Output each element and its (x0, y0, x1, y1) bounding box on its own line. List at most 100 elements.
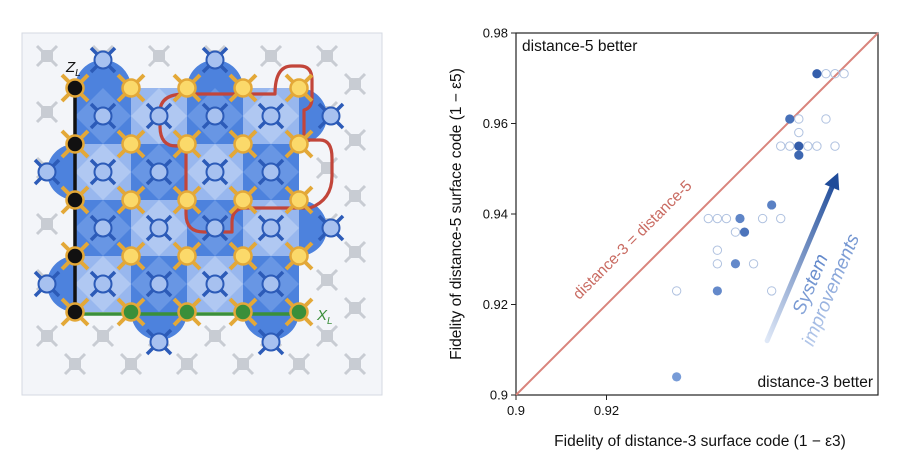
filled-data-point (767, 200, 777, 210)
open-data-point (821, 114, 831, 124)
open-data-point (757, 213, 768, 224)
boundary-stabilizer (243, 312, 299, 340)
inactive-qubit (147, 44, 171, 68)
y-axis-label: Fidelity of distance-5 surface code (1 −… (448, 68, 465, 360)
measure-qubit (201, 270, 229, 298)
measure-qubit (145, 270, 173, 298)
data-qubit (284, 129, 314, 159)
open-data-point (794, 114, 804, 124)
inactive-qubit (343, 128, 367, 152)
open-data-point (703, 213, 714, 224)
inactive-qubit (35, 100, 59, 124)
measure-qubit (201, 102, 229, 130)
top-left-annotation: distance-5 better (522, 38, 637, 55)
measure-qubit (145, 102, 173, 130)
data-qubit (116, 129, 146, 159)
y-axis-ticks: 0.9 0.92 0.94 0.96 0.98 (483, 26, 516, 403)
filled-data-point (785, 114, 795, 124)
open-data-point (712, 259, 723, 269)
x-tick-label: 0.92 (594, 403, 619, 418)
data-qubit (228, 73, 258, 103)
filled-points-series (672, 69, 822, 382)
inactive-qubit (315, 44, 339, 68)
data-qubit (116, 73, 146, 103)
boundary-stabilizer (75, 60, 131, 88)
data-qubit (172, 129, 202, 159)
boundary-measure-qubit (257, 328, 285, 356)
open-data-point (821, 69, 831, 79)
measure-qubit (89, 270, 117, 298)
filled-data-point (672, 372, 682, 382)
fidelity-scatter-chart: distance-3 = distance-5 System improveme… (448, 26, 879, 450)
measure-qubit (89, 214, 117, 242)
data-qubit (60, 129, 90, 159)
data-qubit (284, 73, 314, 103)
open-data-point (794, 127, 804, 138)
bottom-right-annotation: distance-3 better (758, 374, 873, 391)
inactive-qubit (315, 268, 339, 292)
x-axis-label: Fidelity of distance-3 surface code (1 −… (554, 433, 846, 450)
arrow-shaft (764, 177, 838, 344)
open-data-point (766, 286, 777, 296)
boundary-stabilizer (47, 144, 75, 200)
measure-qubit (257, 158, 285, 186)
arrow-head (824, 172, 840, 191)
open-points-series (671, 69, 849, 296)
measure-qubit (257, 214, 285, 242)
inactive-qubit (203, 324, 227, 348)
measure-qubit (89, 158, 117, 186)
open-data-point (812, 141, 822, 151)
open-data-point (712, 245, 723, 255)
data-qubit (228, 129, 258, 159)
data-qubit (228, 241, 258, 271)
y-tick-label: 0.96 (483, 116, 508, 131)
data-qubit (172, 185, 202, 215)
data-qubit (116, 185, 146, 215)
measure-qubits (33, 46, 345, 356)
boundary-measure-qubit (33, 270, 61, 298)
inactive-qubit (343, 296, 367, 320)
inactive-qubit (343, 72, 367, 96)
data-qubit (284, 185, 314, 215)
y-tick-label: 0.92 (483, 297, 508, 312)
data-qubit (60, 185, 90, 215)
inactive-qubit (343, 240, 367, 264)
stabilizer-outline (158, 64, 334, 234)
boundary-measure-qubit (317, 102, 345, 130)
y-tick-label: 0.9 (490, 388, 508, 403)
measure-qubit (257, 270, 285, 298)
x-logical-label: XL (316, 307, 333, 327)
open-data-point (776, 141, 786, 151)
inactive-qubit (231, 352, 255, 376)
surface-code-lattice-panel: ZL XL (21, 32, 383, 396)
data-qubit (228, 185, 258, 215)
filled-data-point (812, 69, 822, 79)
filled-data-point (712, 286, 722, 296)
measure-qubit (145, 158, 173, 186)
boundary-measure-qubit (317, 214, 345, 242)
inactive-qubit (343, 352, 367, 376)
inactive-qubit (343, 184, 367, 208)
open-data-point (730, 227, 741, 237)
data-qubit (172, 73, 202, 103)
open-data-point (748, 259, 759, 269)
data-qubit (284, 297, 314, 327)
filled-data-point (739, 227, 750, 237)
inactive-qubit (287, 352, 311, 376)
boundary-stabilizer (187, 60, 243, 88)
data-qubit (116, 297, 146, 327)
z-logical-label: ZL (65, 59, 81, 79)
data-qubit (60, 73, 90, 103)
boundary-measure-qubit (145, 328, 173, 356)
data-qubit (60, 297, 90, 327)
open-data-point (776, 213, 786, 224)
open-data-point (830, 69, 840, 79)
equality-diagonal-line (515, 32, 879, 396)
data-qubit (172, 241, 202, 271)
data-qubits (60, 73, 314, 327)
data-qubit (284, 241, 314, 271)
open-data-point (671, 286, 682, 296)
inactive-qubit (63, 352, 87, 376)
filled-data-point (735, 213, 745, 224)
boundary-stabilizer (47, 256, 75, 312)
